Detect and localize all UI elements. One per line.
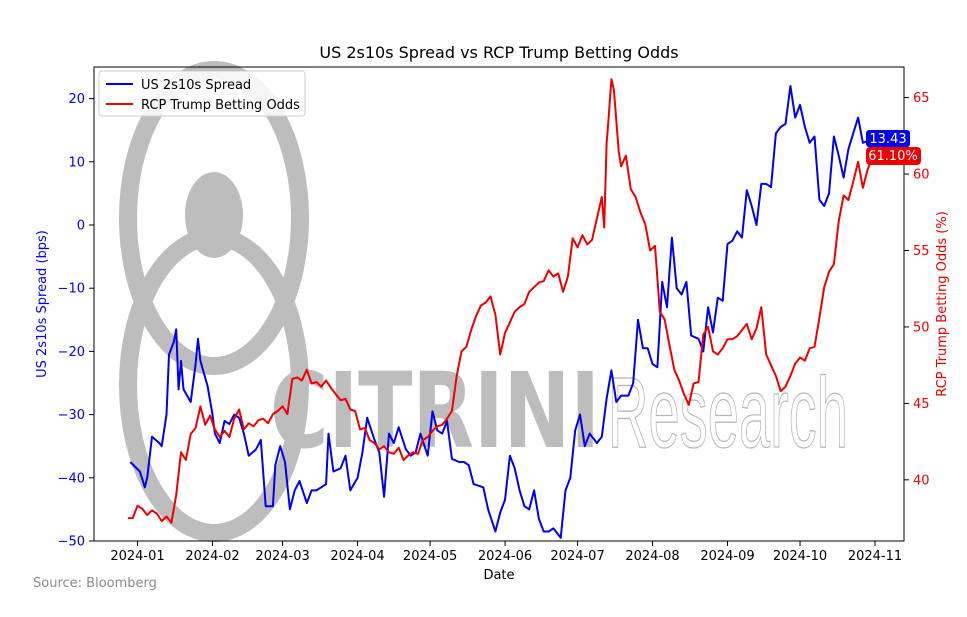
x-axis-label: Date — [483, 568, 514, 583]
watermark-brand: CITRINI — [270, 350, 600, 472]
x-tick-label: 2024-11 — [848, 549, 902, 564]
legend: US 2s10s Spread RCP Trump Betting Odds — [98, 70, 306, 117]
y-left-tick-label: −20 — [58, 345, 85, 360]
x-tick-label: 2024-06 — [478, 549, 532, 564]
x-tick-label: 2024-05 — [403, 549, 457, 564]
series-line-spread — [129, 85, 871, 539]
legend-label-spread: US 2s10s Spread — [141, 78, 251, 93]
end-label-spread-text: 13.43 — [869, 132, 906, 147]
y-left-tick-label: 20 — [68, 92, 85, 107]
y-axis-left-label: US 2s10s Spread (bps) — [35, 230, 50, 378]
x-tick-label: 2024-04 — [330, 549, 384, 564]
y-axis-left: 20 10 0 −10 −20 −30 −40 −50 — [58, 92, 94, 550]
y-right-tick-label: 65 — [913, 91, 930, 106]
x-tick-label: 2024-01 — [110, 549, 164, 564]
y-right-tick-label: 60 — [913, 168, 930, 183]
watermark-sub: Research — [608, 357, 848, 469]
series-line-odds — [127, 78, 874, 524]
y-right-tick-label: 55 — [913, 244, 930, 259]
y-right-tick-label: 45 — [913, 397, 930, 412]
x-tick-label: 2024-09 — [700, 549, 754, 564]
legend-label-odds: RCP Trump Betting Odds — [141, 98, 300, 113]
end-label-spread: 13.43 — [866, 130, 910, 147]
x-tick-label: 2024-07 — [550, 549, 604, 564]
x-tick-label: 2024-03 — [255, 549, 309, 564]
y-left-tick-label: −30 — [58, 408, 85, 423]
y-left-tick-label: 10 — [68, 155, 85, 170]
y-axis-right-label: RCP Trump Betting Odds (%) — [935, 211, 950, 397]
y-left-tick-label: 0 — [77, 219, 85, 234]
x-tick-label: 2024-02 — [185, 549, 239, 564]
watermark: CITRINI Research — [119, 61, 849, 542]
y-right-tick-label: 40 — [913, 473, 930, 488]
watermark-ring-upper — [119, 61, 309, 375]
source-note: Source: Bloomberg — [33, 576, 157, 591]
y-left-tick-label: −40 — [58, 471, 85, 486]
end-label-odds-bg — [866, 147, 921, 165]
x-tick-label: 2024-08 — [625, 549, 679, 564]
end-label-spread-bg — [866, 130, 910, 147]
plot-area — [127, 78, 874, 539]
y-left-tick-label: −50 — [58, 535, 85, 550]
watermark-head — [185, 172, 243, 258]
end-label-odds-text: 61.10% — [868, 149, 918, 164]
legend-box — [98, 70, 306, 117]
y-axis-right: 65 60 55 50 45 40 — [904, 91, 930, 488]
chart-title: US 2s10s Spread vs RCP Trump Betting Odd… — [319, 43, 678, 62]
y-right-tick-label: 50 — [913, 320, 930, 335]
end-label-odds: 61.10% — [866, 147, 921, 165]
axes-frame — [93, 66, 905, 542]
x-axis: 2024-01 2024-02 2024-03 2024-04 2024-05 2024-… — [110, 541, 902, 564]
x-tick-label: 2024-10 — [773, 549, 827, 564]
y-left-tick-label: −10 — [58, 282, 85, 297]
